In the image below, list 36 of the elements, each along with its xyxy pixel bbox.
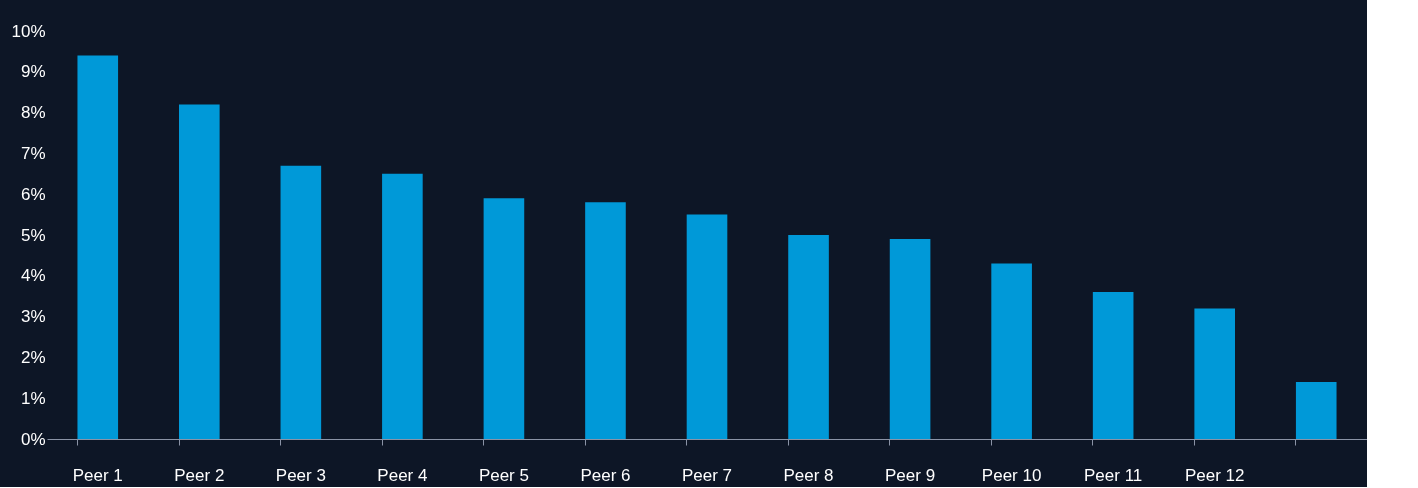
bar (1295, 381, 1337, 439)
y-tick-label: 10% (11, 21, 46, 41)
bar (1194, 308, 1235, 439)
x-tick-label: Peer 4 (377, 465, 428, 485)
y-tick-label: 7% (20, 143, 46, 163)
bar (686, 214, 728, 439)
x-tick-label: Peer 12 (1184, 465, 1245, 485)
y-tick-label: 0% (20, 429, 46, 449)
y-tick-label: 5% (20, 225, 46, 245)
y-tick-label: 3% (20, 307, 46, 327)
bar (1092, 292, 1134, 439)
bar (179, 104, 220, 439)
x-tick-label: Peer 8 (783, 465, 834, 485)
bar (280, 165, 322, 439)
y-tick-label: 1% (20, 388, 46, 408)
x-tick-label: Peer 11 (1084, 465, 1143, 485)
bar (788, 235, 829, 439)
bar (991, 263, 1032, 439)
x-tick-label: Peer 3 (275, 465, 326, 485)
bar (585, 202, 626, 439)
y-tick-label: 2% (20, 347, 46, 367)
x-tick-label: Peer 10 (981, 465, 1042, 485)
x-tick-label: Peer 5 (478, 465, 529, 485)
y-tick-label: 9% (20, 62, 46, 82)
x-tick-label: Peer 7 (681, 465, 733, 485)
y-tick-label: 4% (20, 266, 46, 286)
bar (889, 239, 931, 439)
bar (382, 173, 423, 439)
x-tick-label: Peer 9 (885, 465, 936, 485)
y-tick-label: 8% (20, 103, 46, 123)
x-tick-label: Peer 2 (174, 465, 225, 485)
bar (77, 55, 119, 439)
x-tick-label: Peer 6 (580, 465, 631, 485)
x-tick-label: Peer 1 (72, 465, 123, 485)
bar (483, 198, 525, 439)
y-tick-label: 6% (20, 184, 46, 204)
